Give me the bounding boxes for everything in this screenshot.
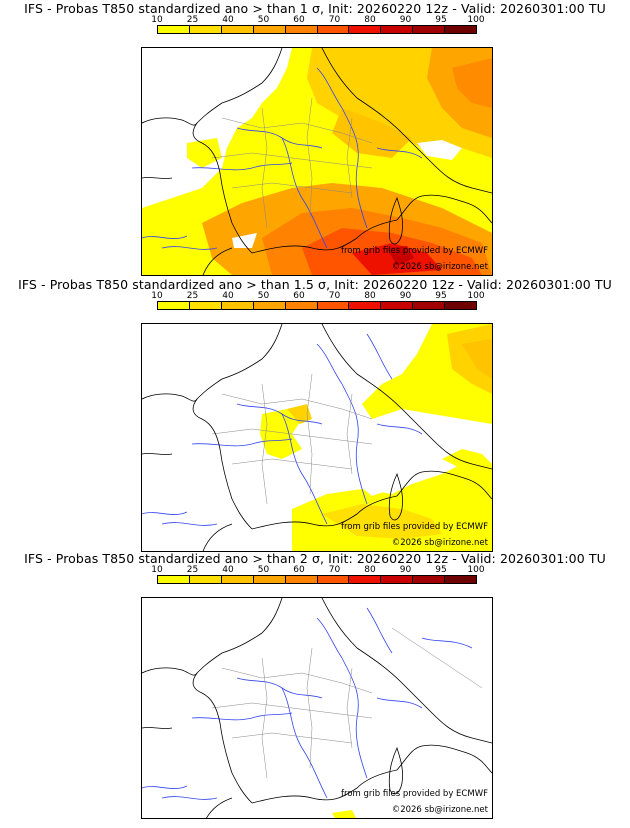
coastlines (142, 48, 492, 275)
legend-tick: 60 (293, 291, 305, 301)
legend-tick: 25 (186, 291, 199, 301)
legend-tick: 95 (435, 15, 447, 25)
legend-tick: 50 (257, 291, 270, 301)
copyright-credit: ©2026 sb@irizone.net (391, 262, 488, 272)
coastlines (142, 598, 492, 818)
copyright-credit: ©2026 sb@irizone.net (391, 805, 488, 815)
legend-color-cell (445, 26, 477, 33)
coastlines (142, 324, 492, 551)
copyright-credit: ©2026 sb@irizone.net (391, 538, 488, 548)
legend-tick: 70 (328, 565, 341, 575)
legend-color-cell (381, 26, 414, 33)
legend-tick: 10 (151, 15, 163, 25)
legend-color-cell (189, 302, 222, 309)
legend-color-cell (445, 302, 477, 309)
legend-color-cell (413, 302, 446, 309)
color-legend: 10 25 40 50 60 70 80 90 95 100 (151, 291, 485, 315)
legend-color-cell (285, 302, 318, 309)
legend-color-cell (317, 576, 350, 583)
probability-map: from grib files provided by ECMWF ©2026 … (141, 597, 493, 819)
legend-tick: 60 (293, 565, 305, 575)
legend-color-cell (221, 302, 254, 309)
legend-tick: 100 (467, 291, 485, 301)
legend-tick: 80 (364, 565, 376, 575)
color-legend: 10 25 40 50 60 70 80 90 95 100 (151, 15, 485, 39)
data-source-credit: from grib files provided by ECMWF (341, 789, 488, 799)
legend-tick: 25 (186, 565, 199, 575)
legend-color-cell (221, 576, 254, 583)
legend-tick: 60 (293, 15, 305, 25)
legend-tick: 50 (257, 565, 270, 575)
departments (211, 373, 373, 505)
legend-color-cell (317, 26, 350, 33)
legend-color-cell (189, 576, 222, 583)
legend-color-cell (158, 576, 190, 583)
legend-tick: 40 (222, 291, 234, 301)
probability-map: from grib files provided by ECMWF ©2026 … (141, 323, 493, 552)
departments (211, 627, 483, 779)
legend-tick: 80 (364, 15, 376, 25)
legend-tick: 100 (467, 565, 485, 575)
legend-color-cell (189, 26, 222, 33)
legend-color-cell (158, 26, 190, 33)
legend-color-cell (413, 26, 446, 33)
data-source-credit: from grib files provided by ECMWF (341, 246, 488, 256)
probability-shading (142, 48, 492, 275)
legend-tick: 70 (328, 291, 341, 301)
legend-colorbar (157, 575, 477, 584)
map-svg (142, 48, 492, 275)
rivers (142, 333, 423, 526)
rivers (142, 67, 423, 250)
panel-2sigma: IFS - Probas T850 standardized ano > tha… (0, 550, 630, 826)
legend-color-cell (253, 576, 286, 583)
legend-tick: 10 (151, 291, 163, 301)
legend-color-cell (381, 576, 414, 583)
legend-color-cell (285, 26, 318, 33)
probability-shading (260, 324, 492, 551)
legend-color-cell (349, 26, 382, 33)
legend-colorbar (157, 25, 477, 34)
map-svg (142, 324, 492, 551)
panel-title: IFS - Probas T850 standardized ano > tha… (24, 551, 606, 566)
map-svg (142, 598, 492, 818)
legend-color-cell (445, 576, 477, 583)
legend-color-cell (317, 302, 350, 309)
color-legend: 10 25 40 50 60 70 80 90 95 100 (151, 565, 485, 589)
legend-tick: 50 (257, 15, 270, 25)
legend-tick: 95 (435, 291, 447, 301)
probability-map: from grib files provided by ECMWF ©2026 … (141, 47, 493, 276)
legend-tick: 80 (364, 291, 376, 301)
legend-tick: 95 (435, 565, 447, 575)
rivers (142, 607, 473, 800)
legend-color-cell (413, 576, 446, 583)
legend-color-cell (349, 576, 382, 583)
legend-color-cell (349, 302, 382, 309)
departments (211, 97, 373, 229)
panel-1sigma: IFS - Probas T850 standardized ano > tha… (0, 0, 630, 276)
probability-shading (332, 810, 356, 818)
legend-tick: 10 (151, 565, 163, 575)
panel-1-5sigma: IFS - Probas T850 standardized ano > tha… (0, 276, 630, 552)
legend-tick: 40 (222, 565, 234, 575)
legend-tick: 100 (467, 15, 485, 25)
legend-tick: 70 (328, 15, 341, 25)
legend-color-cell (221, 26, 254, 33)
legend-tick: 90 (399, 15, 412, 25)
legend-color-cell (158, 302, 190, 309)
legend-tick: 90 (399, 565, 412, 575)
legend-tick: 40 (222, 15, 234, 25)
legend-color-cell (285, 576, 318, 583)
legend-tick: 25 (186, 15, 199, 25)
legend-color-cell (253, 26, 286, 33)
legend-color-cell (253, 302, 286, 309)
legend-color-cell (381, 302, 414, 309)
legend-colorbar (157, 301, 477, 310)
panel-title: IFS - Probas T850 standardized ano > tha… (18, 277, 612, 292)
data-source-credit: from grib files provided by ECMWF (341, 522, 488, 532)
panel-title: IFS - Probas T850 standardized ano > tha… (24, 1, 606, 16)
legend-tick: 90 (399, 291, 412, 301)
